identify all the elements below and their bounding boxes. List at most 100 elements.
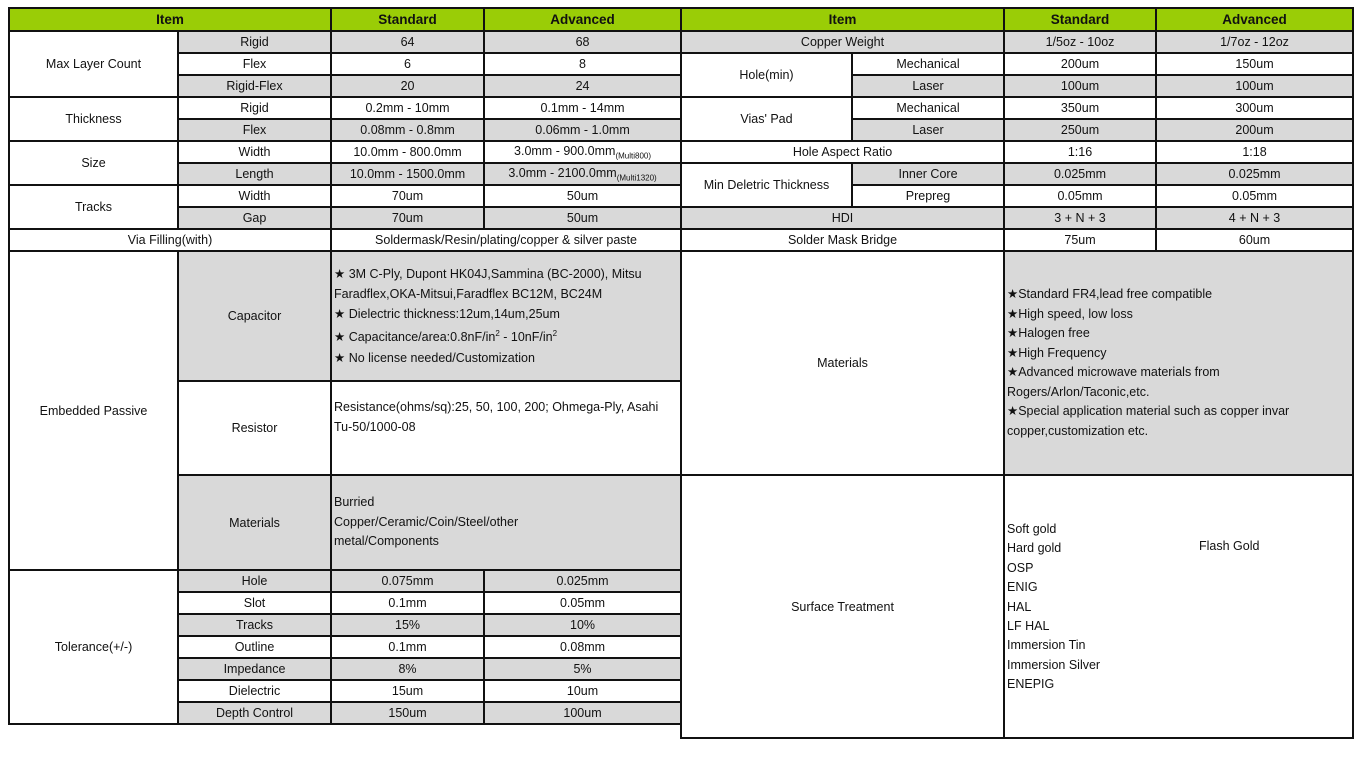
standard-value: 70um [330,184,486,208]
standard-value: 0.08mm - 0.8mm [330,118,486,142]
standard-value: 15um [330,679,486,703]
sub-label: Dielectric [176,679,333,703]
sub-label: Hole [176,569,333,593]
standard-value: 8% [330,657,486,681]
group-label: HDI [679,206,1006,230]
standard-value: 0.075mm [330,569,486,593]
advanced-value: 3.0mm - 900.0mm(Multi800) [483,140,683,164]
table-row: HDI 3 + N + 3 4 + N + 3 [679,206,1355,230]
header-standard: Standard [330,7,486,32]
text-line: ★Advanced microwave materials from Roger… [1007,365,1220,399]
table-row: Surface Treatment Soft gold Hard gold OS… [679,474,1355,739]
resistor-description: Resistance(ohms/sq):25, 50, 100, 200; Oh… [330,380,683,476]
sub-label: Slot [176,591,333,615]
sub-label: Impedance [176,657,333,681]
standard-value: 350um [1003,96,1158,120]
sub-label: Flex [176,118,333,142]
table-row: Thickness Rigid 0.2mm - 10mm 0.1mm - 14m… [8,96,683,142]
advanced-value: 300um [1155,96,1355,120]
superscript: 2 [552,329,558,339]
advanced-value-text: 3.0mm - 900.0mm [514,143,616,158]
table-row: Hole Aspect Ratio 1:16 1:18 [679,140,1355,164]
advanced-value: 8 [483,52,683,76]
group-label: Max Layer Count [8,30,179,98]
table-row: Embedded Passive Capacitor ★ 3M C-Ply, D… [8,250,683,571]
group-label: Tracks [8,184,179,230]
advanced-value: 1:18 [1155,140,1355,164]
advanced-note: (Multi1320) [616,173,657,183]
text-line: ★Special application material such as co… [1007,404,1290,438]
sub-label: Depth Control [176,701,333,725]
group-label: Surface Treatment [679,474,1006,739]
group-label: Via Filling(with) [7,228,333,252]
sub-label: Laser [850,118,1006,142]
standard-value: 200um [1003,52,1158,76]
standard-value: 1:16 [1003,140,1158,164]
standard-value: 250um [1003,118,1158,142]
text-line: ★ Capacitance/area:0.8nF/in2 - 10nF/in2 [334,324,678,347]
advanced-value: 10um [483,679,683,703]
group-label: Tolerance(+/-) [8,569,179,725]
standard-value: 3 + N + 3 [1003,206,1158,230]
standard-value: 75um [1003,228,1158,252]
group-label: Copper Weight [679,30,1006,54]
text-line: ★ No license needed/Customization [334,350,535,365]
list-item: LF HAL [1007,619,1050,634]
text-line: ★ Dielectric thickness:12um,14um,25um [334,307,560,322]
advanced-value: 0.05mm [1155,184,1355,208]
sub-label: Capacitor [176,250,333,382]
standard-value: 0.1mm [330,635,486,659]
table-row: Hole(min) Mechanical 200um 150um [680,52,1355,98]
header-item: Item [7,7,333,32]
advanced-value: 100um [483,701,683,725]
group-label: Materials [679,250,1006,476]
header-row: Item Standard Advanced [7,7,683,32]
sub-label: Gap [176,206,333,230]
standard-value: 0.025mm [1003,162,1158,186]
text-line: ★Standard FR4,lead free compatible [1007,287,1213,301]
header-row: Item Standard Advanced [679,7,1355,32]
sub-label: Materials [176,474,333,571]
standard-value: 15% [330,613,486,637]
sub-label: Mechanical [850,96,1006,120]
group-label: Hole(min) [680,52,853,98]
table-row: Vias' Pad Mechanical 350um 300um [680,96,1355,142]
list-item: Immersion Silver [1007,657,1101,672]
text-line: ★ 3M C-Ply, Dupont HK04J,Sammina (BC-200… [334,267,642,302]
advanced-value: 60um [1155,228,1355,252]
standard-value: 100um [1003,74,1158,98]
group-label: Min Deletric Thickness [680,162,853,208]
advanced-note: (Multi800) [615,151,652,161]
group-label: Embedded Passive [8,250,179,571]
standard-value: 0.2mm - 10mm [330,96,486,120]
surface-treatment-values: Soft gold Hard gold OSP ENIG HAL LF HAL … [1003,474,1355,739]
text-line: ★High Frequency [1007,345,1107,360]
standard-value: 1/5oz - 10oz [1003,30,1158,54]
sub-label: Prepreg [850,184,1006,208]
advanced-value: 5% [483,657,683,681]
advanced-value: 0.025mm [483,569,683,593]
sub-label: Resistor [176,380,333,476]
advanced-finish: Flash Gold [1199,539,1260,553]
sub-label: Laser [850,74,1006,98]
value: Soldermask/Resin/plating/copper & silver… [330,228,683,252]
table-row: Materials Burried Copper/Ceramic/Coin/St… [9,474,683,571]
group-label: Hole Aspect Ratio [679,140,1006,164]
capacitor-description: ★ 3M C-Ply, Dupont HK04J,Sammina (BC-200… [330,250,683,382]
standard-value: 6 [330,52,486,76]
table-row: Max Layer Count Rigid 64 68 [8,30,683,98]
sub-label: Outline [176,635,333,659]
capabilities-table-left: Item Standard Advanced Max Layer Count R… [7,7,683,725]
standard-value: 10.0mm - 800.0mm [330,140,486,164]
list-item: ENIG [1007,580,1038,595]
table-row: Min Deletric Thickness Inner Core 0.025m… [680,162,1355,208]
header-advanced: Advanced [483,7,683,32]
header-standard: Standard [1003,7,1158,32]
text-part: ★ Capacitance/area:0.8nF/in [334,330,496,345]
advanced-value: 1/7oz - 12oz [1155,30,1355,54]
advanced-value: 4 + N + 3 [1155,206,1355,230]
advanced-value: 10% [483,613,683,637]
advanced-value: 50um [483,206,683,230]
table-row: Tolerance(+/-) Hole 0.075mm 0.025mm [8,569,683,725]
advanced-value: 150um [1155,52,1355,76]
